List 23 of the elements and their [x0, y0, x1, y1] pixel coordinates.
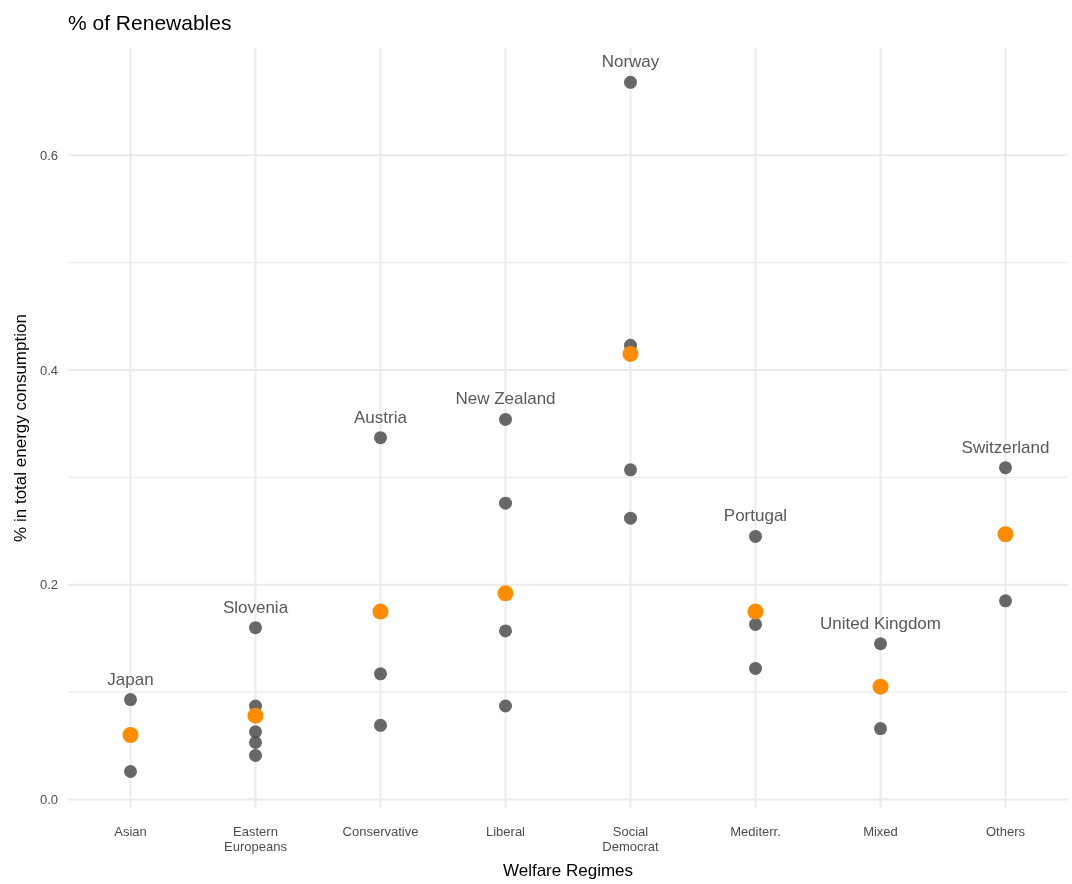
chart-title: % of Renewables	[68, 11, 232, 34]
annotation: Slovenia	[222, 597, 289, 617]
x-tick-label: Social Democrat	[602, 824, 660, 854]
y-tick-label: 0.0	[39, 791, 58, 807]
annotation: Switzerland	[961, 437, 1050, 457]
annotation: Austria	[354, 407, 408, 427]
annotation: Japan	[107, 669, 154, 689]
y-tick-label: 0.4	[39, 362, 58, 378]
x-tick-label: Liberal	[485, 824, 526, 839]
y-tick-label: 0.2	[39, 577, 58, 593]
x-tick-label: Mediterr.	[730, 824, 781, 839]
x-tick-label: Others	[985, 824, 1026, 839]
x-tick-label: Asian	[114, 824, 147, 839]
x-axis-title: Welfare Regimes	[502, 861, 634, 880]
annotation: New Zealand	[455, 389, 556, 409]
x-tick-label: Eastern Europeans	[224, 824, 288, 854]
annotation: Norway	[601, 52, 660, 72]
y-tick-label: 0.6	[39, 147, 58, 163]
y-axis-title: % in total energy consumption	[11, 314, 30, 542]
annotation: Portugal	[723, 506, 788, 526]
x-tick-label: Conservative	[342, 824, 419, 839]
annotation: United Kingdom	[820, 613, 941, 633]
x-tick-label: Mixed	[863, 824, 898, 839]
